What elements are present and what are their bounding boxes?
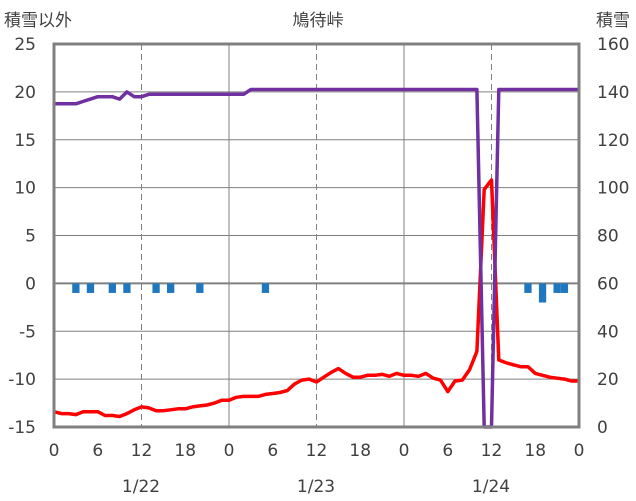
x-tick-label: 12 xyxy=(481,441,503,461)
temperature-line xyxy=(53,178,579,419)
y-left-tick-label: -5 xyxy=(19,322,36,342)
precipitation-bar xyxy=(560,283,569,293)
precipitation-bar xyxy=(152,283,160,293)
date-label-3: 1/24 xyxy=(472,477,510,497)
x-tick-label: 12 xyxy=(306,441,328,461)
grid-lines xyxy=(54,44,579,427)
precipitation-bar xyxy=(108,283,116,293)
precipitation-bars xyxy=(72,283,569,303)
precipitation-bar xyxy=(167,283,175,293)
x-tick-label: 0 xyxy=(399,441,410,461)
y-right-tick-label: 120 xyxy=(597,131,629,151)
y-right-tick-label: 60 xyxy=(597,274,619,294)
plot-frame xyxy=(52,42,581,429)
y-right-tick-label: 160 xyxy=(597,35,629,55)
precipitation-bar xyxy=(553,283,561,293)
precipitation-bar xyxy=(538,283,547,303)
y-left-tick-label: 10 xyxy=(14,179,36,199)
x-tick-label: 6 xyxy=(442,441,453,461)
y-left-tick-label: 5 xyxy=(25,227,36,247)
x-tick-label: 18 xyxy=(174,441,196,461)
x-tick-label: 0 xyxy=(224,441,235,461)
y-right-tick-label: 80 xyxy=(597,227,619,247)
x-tick-label: 18 xyxy=(349,441,371,461)
y-left-tick-label: 20 xyxy=(14,83,36,103)
y-right-tick-label: 20 xyxy=(597,370,619,390)
axis-tick-labels: 2520151050-5-10-151601401201008060402000… xyxy=(8,35,629,461)
y-left-axis-label: 積雪以外 xyxy=(4,11,72,31)
x-tick-label: 6 xyxy=(267,441,278,461)
y-left-tick-label: 15 xyxy=(14,131,36,151)
y-left-tick-label: -15 xyxy=(8,418,36,438)
date-label-1: 1/22 xyxy=(122,477,160,497)
x-tick-label: 18 xyxy=(524,441,546,461)
y-left-tick-label: 0 xyxy=(25,274,36,294)
precipitation-bar xyxy=(196,283,204,293)
x-tick-label: 6 xyxy=(92,441,103,461)
precipitation-bar xyxy=(123,283,131,293)
x-tick-label: 0 xyxy=(49,441,60,461)
x-tick-label: 0 xyxy=(574,441,585,461)
precipitation-bar xyxy=(86,283,95,293)
x-tick-label: 12 xyxy=(131,441,153,461)
precipitation-bar xyxy=(261,283,270,293)
y-left-tick-label: 25 xyxy=(14,35,36,55)
chart-title: 鳩待峠 xyxy=(293,11,344,31)
precipitation-bar xyxy=(524,283,532,293)
y-right-tick-label: 0 xyxy=(597,418,608,438)
y-right-tick-label: 140 xyxy=(597,83,629,103)
precipitation-bar xyxy=(72,283,80,293)
y-right-tick-label: 100 xyxy=(597,179,629,199)
y-right-axis-label: 積雪 xyxy=(596,11,630,31)
date-label-2: 1/23 xyxy=(297,477,335,497)
y-right-tick-label: 40 xyxy=(597,322,619,342)
y-left-tick-label: -10 xyxy=(8,370,36,390)
